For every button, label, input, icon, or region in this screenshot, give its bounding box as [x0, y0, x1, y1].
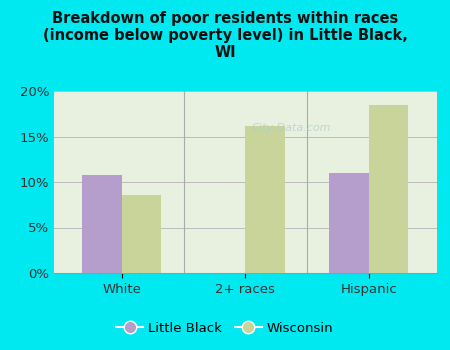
Bar — [245, 126, 285, 273]
Bar — [329, 173, 369, 273]
Text: Breakdown of poor residents within races
(income below poverty level) in Little : Breakdown of poor residents within races… — [43, 10, 407, 60]
Bar — [122, 195, 162, 273]
Bar — [82, 175, 122, 273]
Text: City-Data.com: City-Data.com — [252, 123, 331, 133]
Bar — [369, 105, 408, 273]
Legend: Little Black, Wisconsin: Little Black, Wisconsin — [111, 316, 339, 340]
